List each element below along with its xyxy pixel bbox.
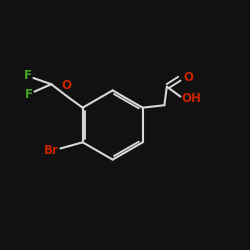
Text: Br: Br	[44, 144, 59, 157]
Text: O: O	[184, 71, 194, 84]
Text: O: O	[62, 79, 72, 92]
Text: OH: OH	[182, 92, 202, 105]
Text: F: F	[25, 88, 33, 101]
Text: F: F	[24, 69, 32, 82]
